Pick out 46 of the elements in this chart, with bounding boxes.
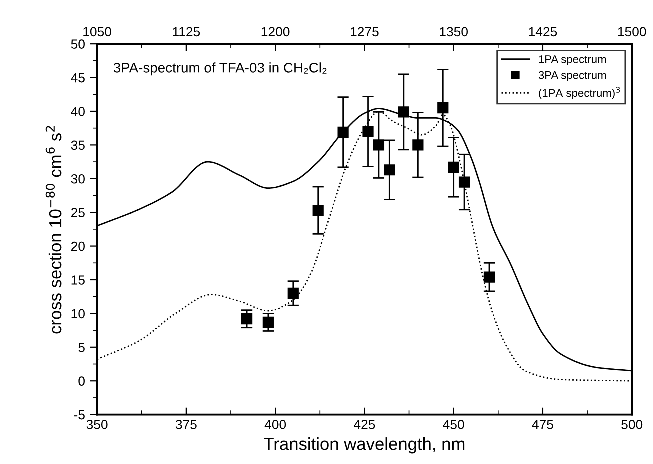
point [241,314,253,325]
y-tick-label: -5 [74,410,85,420]
point [412,140,424,151]
point [312,205,324,216]
y-tick-label: 0 [78,376,85,386]
x-tick-label: 400 [264,420,286,430]
legend-label: 3PA spectrum [538,71,606,82]
legend-label: 1PA spectrum [539,56,606,66]
point [384,164,396,176]
y-tick-label: 40 [71,107,85,116]
x2-tick-label: 1425 [529,27,558,37]
x-tick-label: 450 [443,420,464,430]
y-tick-label: 25 [71,208,85,218]
x-tick-label: 500 [622,420,643,430]
y-axis-title: cross section 10$^{−80}$ cm$^{6}$ s$^{2}$ [46,126,62,334]
x2-tick-label: 1125 [173,27,200,37]
y-tick-label: 45 [71,73,85,83]
x2-tick-label: 1275 [351,27,379,37]
y-tick-label: 15 [72,276,85,285]
x-tick-label: 425 [354,420,376,430]
point [362,126,374,138]
point [338,126,349,138]
x2-tick-label: 1500 [618,27,646,37]
x-tick-label: 350 [86,420,108,430]
x-axis-title: Transition wavelength, nm [264,438,465,454]
x-tick-label: 475 [532,420,554,430]
legend-label: (1PA spectrum)$^{3}$ [539,87,620,100]
x2-tick-label: 1050 [84,27,112,37]
point [262,316,274,328]
point [373,140,385,151]
y-tick-label: 35 [71,140,85,150]
point [448,162,460,173]
x2-tick-label: 1200 [262,27,290,37]
point [288,288,299,300]
x2-tick-label: 1350 [440,27,468,37]
y-tick-label: 50 [71,40,85,49]
point [398,106,410,118]
y-tick-label: 10 [72,309,85,319]
y-tick-label: 5 [78,343,85,352]
y-tick-label: 30 [71,174,85,184]
annotation: 3PA-spectrum of TFA-03 in CH₂Cl₂ [114,62,327,76]
point [458,176,470,188]
point [438,102,449,114]
point [484,272,496,283]
y-tick-label: 20 [71,242,85,252]
x-tick-label: 375 [176,420,197,430]
